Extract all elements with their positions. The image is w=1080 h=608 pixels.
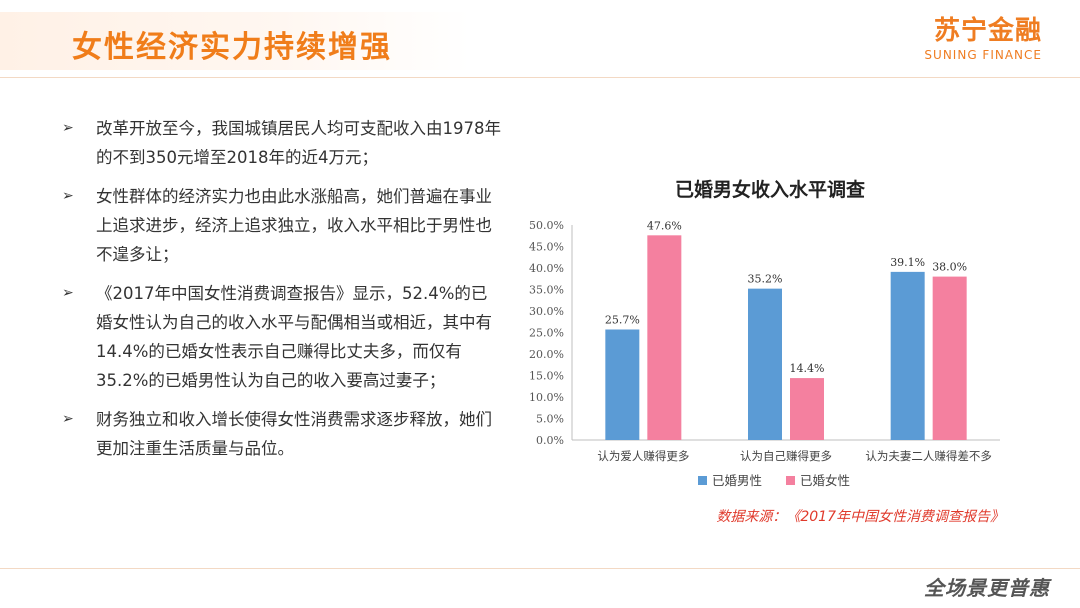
bullet-text: 财务独立和收入增长使得女性消费需求逐步释放，她们更加注重生活质量与品位。 bbox=[96, 410, 492, 458]
bullet-text: 《2017年中国女性消费调查报告》显示，52.4%的已婚女性认为自己的收入水平与… bbox=[96, 284, 492, 390]
slogan: 全场景更普惠 bbox=[924, 572, 1050, 601]
bar-male bbox=[890, 271, 925, 440]
data-label: 39.1% bbox=[890, 256, 925, 269]
page-title: 女性经济实力持续增强 bbox=[72, 30, 392, 65]
y-tick-label: 35.0% bbox=[529, 284, 564, 297]
arrow-bullet-icon: ➢ bbox=[62, 411, 74, 427]
legend-label: 已婚女性 bbox=[800, 473, 850, 488]
y-tick-label: 50.0% bbox=[529, 219, 564, 232]
x-category-label: 认为夫妻二人赚得差不多 bbox=[865, 449, 992, 463]
x-category-label: 认为自己赚得更多 bbox=[740, 449, 832, 463]
y-tick-label: 40.0% bbox=[529, 262, 564, 275]
bar-male bbox=[605, 329, 640, 440]
footer-divider bbox=[0, 568, 1080, 569]
bar-chart-svg: 0.0% 5.0% 10.0% 15.0% 20.0% 25.0% 30.0% 35.0% 40… bbox=[529, 219, 1000, 488]
y-tick-label: 45.0% bbox=[529, 241, 564, 254]
y-tick-label: 15.0% bbox=[529, 370, 564, 383]
logo-text-en: SUNING FINANCE bbox=[924, 48, 1042, 62]
bullet-item: ➢ 改革开放至今，我国城镇居民人均可支配收入由1978年的不到350元增至2018… bbox=[62, 114, 502, 172]
arrow-bullet-icon: ➢ bbox=[62, 285, 74, 301]
data-label: 25.7% bbox=[605, 313, 640, 326]
bullet-item: ➢ 女性群体的经济实力也由此水涨船高，她们普遍在事业上追求进步，经济上追求独立，收… bbox=[62, 182, 502, 269]
y-tick-label: 5.0% bbox=[536, 413, 564, 426]
x-category-label: 认为爱人赚得更多 bbox=[597, 449, 689, 463]
bullet-text: 改革开放至今，我国城镇居民人均可支配收入由1978年的不到350元增至2018年… bbox=[96, 119, 501, 167]
bar-female bbox=[932, 276, 967, 440]
data-label: 38.0% bbox=[932, 261, 967, 274]
slogan-text: 全场景更普惠 bbox=[924, 576, 1050, 600]
y-tick-label: 20.0% bbox=[529, 348, 564, 361]
income-chart: 已婚男女收入水平调查 0.0% 5.0% 10.0% 15.0% 20.0% 25.0% 3… bbox=[520, 165, 1020, 535]
y-tick-label: 25.0% bbox=[529, 327, 564, 340]
data-label: 14.4% bbox=[790, 362, 825, 375]
data-label: 35.2% bbox=[748, 273, 783, 286]
legend-label: 已婚男性 bbox=[712, 473, 762, 488]
bullet-text: 女性群体的经济实力也由此水涨船高，她们普遍在事业上追求进步，经济上追求独立，收入… bbox=[96, 187, 492, 264]
y-tick-label: 30.0% bbox=[529, 305, 564, 318]
bar-male bbox=[748, 288, 782, 440]
logo-text-cn: 苏宁金融 bbox=[933, 16, 1042, 46]
arrow-bullet-icon: ➢ bbox=[62, 188, 74, 204]
bar-female bbox=[647, 235, 682, 440]
bullet-list: ➢ 改革开放至今，我国城镇居民人均可支配收入由1978年的不到350元增至2018… bbox=[62, 114, 502, 473]
header: 女性经济实力持续增强 苏宁金融 SUNING FINANCE bbox=[0, 0, 1080, 78]
chart-title: 已婚男女收入水平调查 bbox=[674, 179, 865, 201]
arrow-bullet-icon: ➢ bbox=[62, 120, 74, 136]
legend-swatch bbox=[698, 476, 707, 485]
y-tick-label: 0.0% bbox=[536, 434, 564, 447]
header-divider bbox=[0, 77, 1080, 78]
data-source: 数据来源：《2017年中国女性消费调查报告》 bbox=[716, 509, 1004, 525]
title-bar bbox=[0, 12, 470, 70]
logo: 苏宁金融 SUNING FINANCE bbox=[924, 16, 1042, 62]
bullet-item: ➢ 《2017年中国女性消费调查报告》显示，52.4%的已婚女性认为自己的收入水平… bbox=[62, 279, 502, 395]
data-label: 47.6% bbox=[647, 219, 682, 232]
y-tick-label: 10.0% bbox=[529, 391, 564, 404]
bullet-item: ➢ 财务独立和收入增长使得女性消费需求逐步释放，她们更加注重生活质量与品位。 bbox=[62, 405, 502, 463]
bar-female bbox=[790, 378, 824, 440]
legend-swatch bbox=[786, 476, 795, 485]
